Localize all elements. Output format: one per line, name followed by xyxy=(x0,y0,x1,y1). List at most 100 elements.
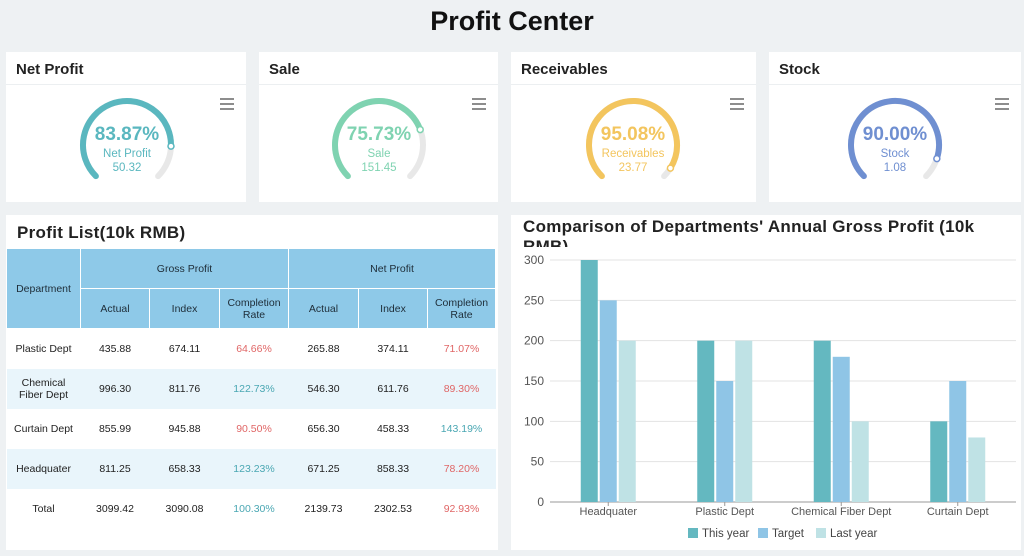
menu-icon[interactable] xyxy=(730,98,744,110)
column-header-index[interactable]: Index xyxy=(358,288,429,329)
gross-index-cell: 811.76 xyxy=(149,368,220,409)
table-row[interactable]: Chemical Fiber Dept 996.30 811.76 122.73% 54… xyxy=(6,368,496,409)
net-actual-cell: 656.30 xyxy=(307,422,340,435)
gross-rate-cell: 100.30% xyxy=(233,502,275,515)
kpi-title: Stock xyxy=(779,61,820,78)
card-divider xyxy=(769,84,1021,85)
gauge-value: 50.32 xyxy=(112,162,142,174)
gauge-ring xyxy=(332,98,426,180)
kpi-card-receivables: Receivables 95.08% Receivables 23.77 xyxy=(511,52,756,202)
gross-actual-cell: 855.99 xyxy=(98,422,132,435)
gauge-value: 1.08 xyxy=(883,162,907,174)
gauge-progress xyxy=(80,98,174,180)
profit-table: Department Gross Profit Net Profit Actua… xyxy=(6,248,497,529)
gauge-percent: 90.00% xyxy=(862,124,928,145)
gauge-label: Sale xyxy=(367,148,391,160)
net-rate-cell: 143.19% xyxy=(440,422,483,435)
gauge-ring xyxy=(586,98,680,180)
legend-label: This year xyxy=(702,528,749,540)
gross-index-cell: 945.88 xyxy=(168,422,201,435)
bar xyxy=(949,381,967,502)
kpi-title: Receivables xyxy=(521,61,608,78)
column-group-gross-profit: Gross Profit xyxy=(79,248,290,289)
gross-actual-cell: 3099.42 xyxy=(96,502,134,515)
department-cell: Total xyxy=(32,502,55,515)
net-index-cell: 611.76 xyxy=(358,368,428,409)
y-tick-label: 100 xyxy=(524,414,544,428)
card-divider xyxy=(259,84,498,85)
menu-icon[interactable] xyxy=(995,98,1009,110)
gauge-progress xyxy=(332,98,424,180)
page-title: Profit Center xyxy=(430,6,594,36)
gross-rate-cell: 90.50% xyxy=(236,422,272,435)
net-rate-cell: 89.30% xyxy=(427,368,496,409)
bar xyxy=(580,260,598,502)
menu-icon[interactable] xyxy=(472,98,486,110)
y-tick-label: 200 xyxy=(524,334,544,348)
y-tick-label: 150 xyxy=(524,374,544,388)
kpi-card-sale: Sale 75.73% Sale 151.45 xyxy=(259,52,498,202)
department-cell: Chemical Fiber Dept xyxy=(6,368,81,409)
column-header-department[interactable]: Department xyxy=(6,248,81,329)
x-tick-label: Curtain Dept xyxy=(927,506,989,518)
gross-rate-cell: 64.66% xyxy=(236,342,272,355)
gross-actual-cell: 811.25 xyxy=(80,448,150,489)
x-tick-label: Chemical Fiber Dept xyxy=(791,506,891,518)
department-cell: Headquater xyxy=(6,448,81,489)
bar xyxy=(930,421,948,502)
legend-swatch xyxy=(758,528,768,538)
net-actual-cell: 546.30 xyxy=(288,368,359,409)
bar xyxy=(618,340,636,502)
table-row[interactable]: Headquater 811.25 658.33 123.23% 671.25 858.3… xyxy=(6,448,496,489)
x-tick-label: Headquater xyxy=(580,506,638,518)
column-header-actual[interactable]: Actual xyxy=(80,288,150,329)
table-row[interactable]: Curtain Dept 855.99 945.88 90.50% 656.30 458.… xyxy=(7,409,496,449)
x-tick-label: Plastic Dept xyxy=(695,506,754,518)
legend-swatch xyxy=(816,528,826,538)
card-divider xyxy=(511,84,756,85)
gross-index-cell: 3090.08 xyxy=(165,502,204,515)
gauge-label: Receivables xyxy=(601,148,665,160)
net-index-cell: 2302.53 xyxy=(374,502,412,515)
net-actual-cell: 671.25 xyxy=(288,448,359,489)
column-header-completion-rate[interactable]: Completion Rate xyxy=(427,288,497,329)
gauge-value: 151.45 xyxy=(361,162,397,174)
y-tick-label: 300 xyxy=(524,253,544,267)
bar xyxy=(735,340,753,502)
gauge-label: Net Profit xyxy=(103,148,151,160)
menu-icon[interactable] xyxy=(220,98,234,110)
gauge-handle xyxy=(666,164,675,172)
column-group-net-profit: Net Profit xyxy=(288,248,497,289)
net-rate-cell: 78.20% xyxy=(427,448,496,489)
bar xyxy=(851,421,869,502)
gross-index-cell: 674.11 xyxy=(168,342,201,355)
gross-index-cell: 658.33 xyxy=(149,448,220,489)
kpi-title: Sale xyxy=(269,61,300,78)
gauge: 83.87% Net Profit 50.32 xyxy=(72,90,182,200)
gauge-progress xyxy=(586,98,680,180)
bar xyxy=(968,437,986,502)
gauge-handle xyxy=(416,125,424,134)
column-header-index[interactable]: Index xyxy=(149,288,220,329)
table-row[interactable]: Plastic Dept 435.88 674.11 64.66% 265.88 374.… xyxy=(7,329,496,369)
legend-label: Last year xyxy=(830,528,877,540)
net-index-cell: 458.33 xyxy=(376,422,410,435)
net-rate-cell: 92.93% xyxy=(443,502,480,515)
table-row[interactable]: Total 3099.42 3090.08 100.30% 2139.73 2302.53… xyxy=(7,489,496,529)
gauge-percent: 75.73% xyxy=(346,124,412,145)
department-cell: Plastic Dept xyxy=(15,342,72,355)
net-rate-cell: 71.07% xyxy=(443,342,480,355)
column-header-completion-rate[interactable]: Completion Rate xyxy=(218,288,290,329)
net-index-cell: 374.11 xyxy=(377,342,409,355)
kpi-card-net-profit: Net Profit 83.87% Net Profit 50.32 xyxy=(6,52,246,202)
legend-label: Target xyxy=(772,528,805,540)
column-header-actual[interactable]: Actual xyxy=(288,288,360,329)
bar xyxy=(716,381,734,502)
gauge: 95.08% Receivables 23.77 xyxy=(578,90,688,200)
kpi-card-stock: Stock 90.00% Stock 1.08 xyxy=(769,52,1021,202)
gauge-ring xyxy=(80,98,175,180)
bar xyxy=(832,356,850,502)
gauge-percent: 95.08% xyxy=(600,124,666,145)
net-actual-cell: 2139.73 xyxy=(304,502,343,515)
kpi-title: Net Profit xyxy=(16,61,84,78)
